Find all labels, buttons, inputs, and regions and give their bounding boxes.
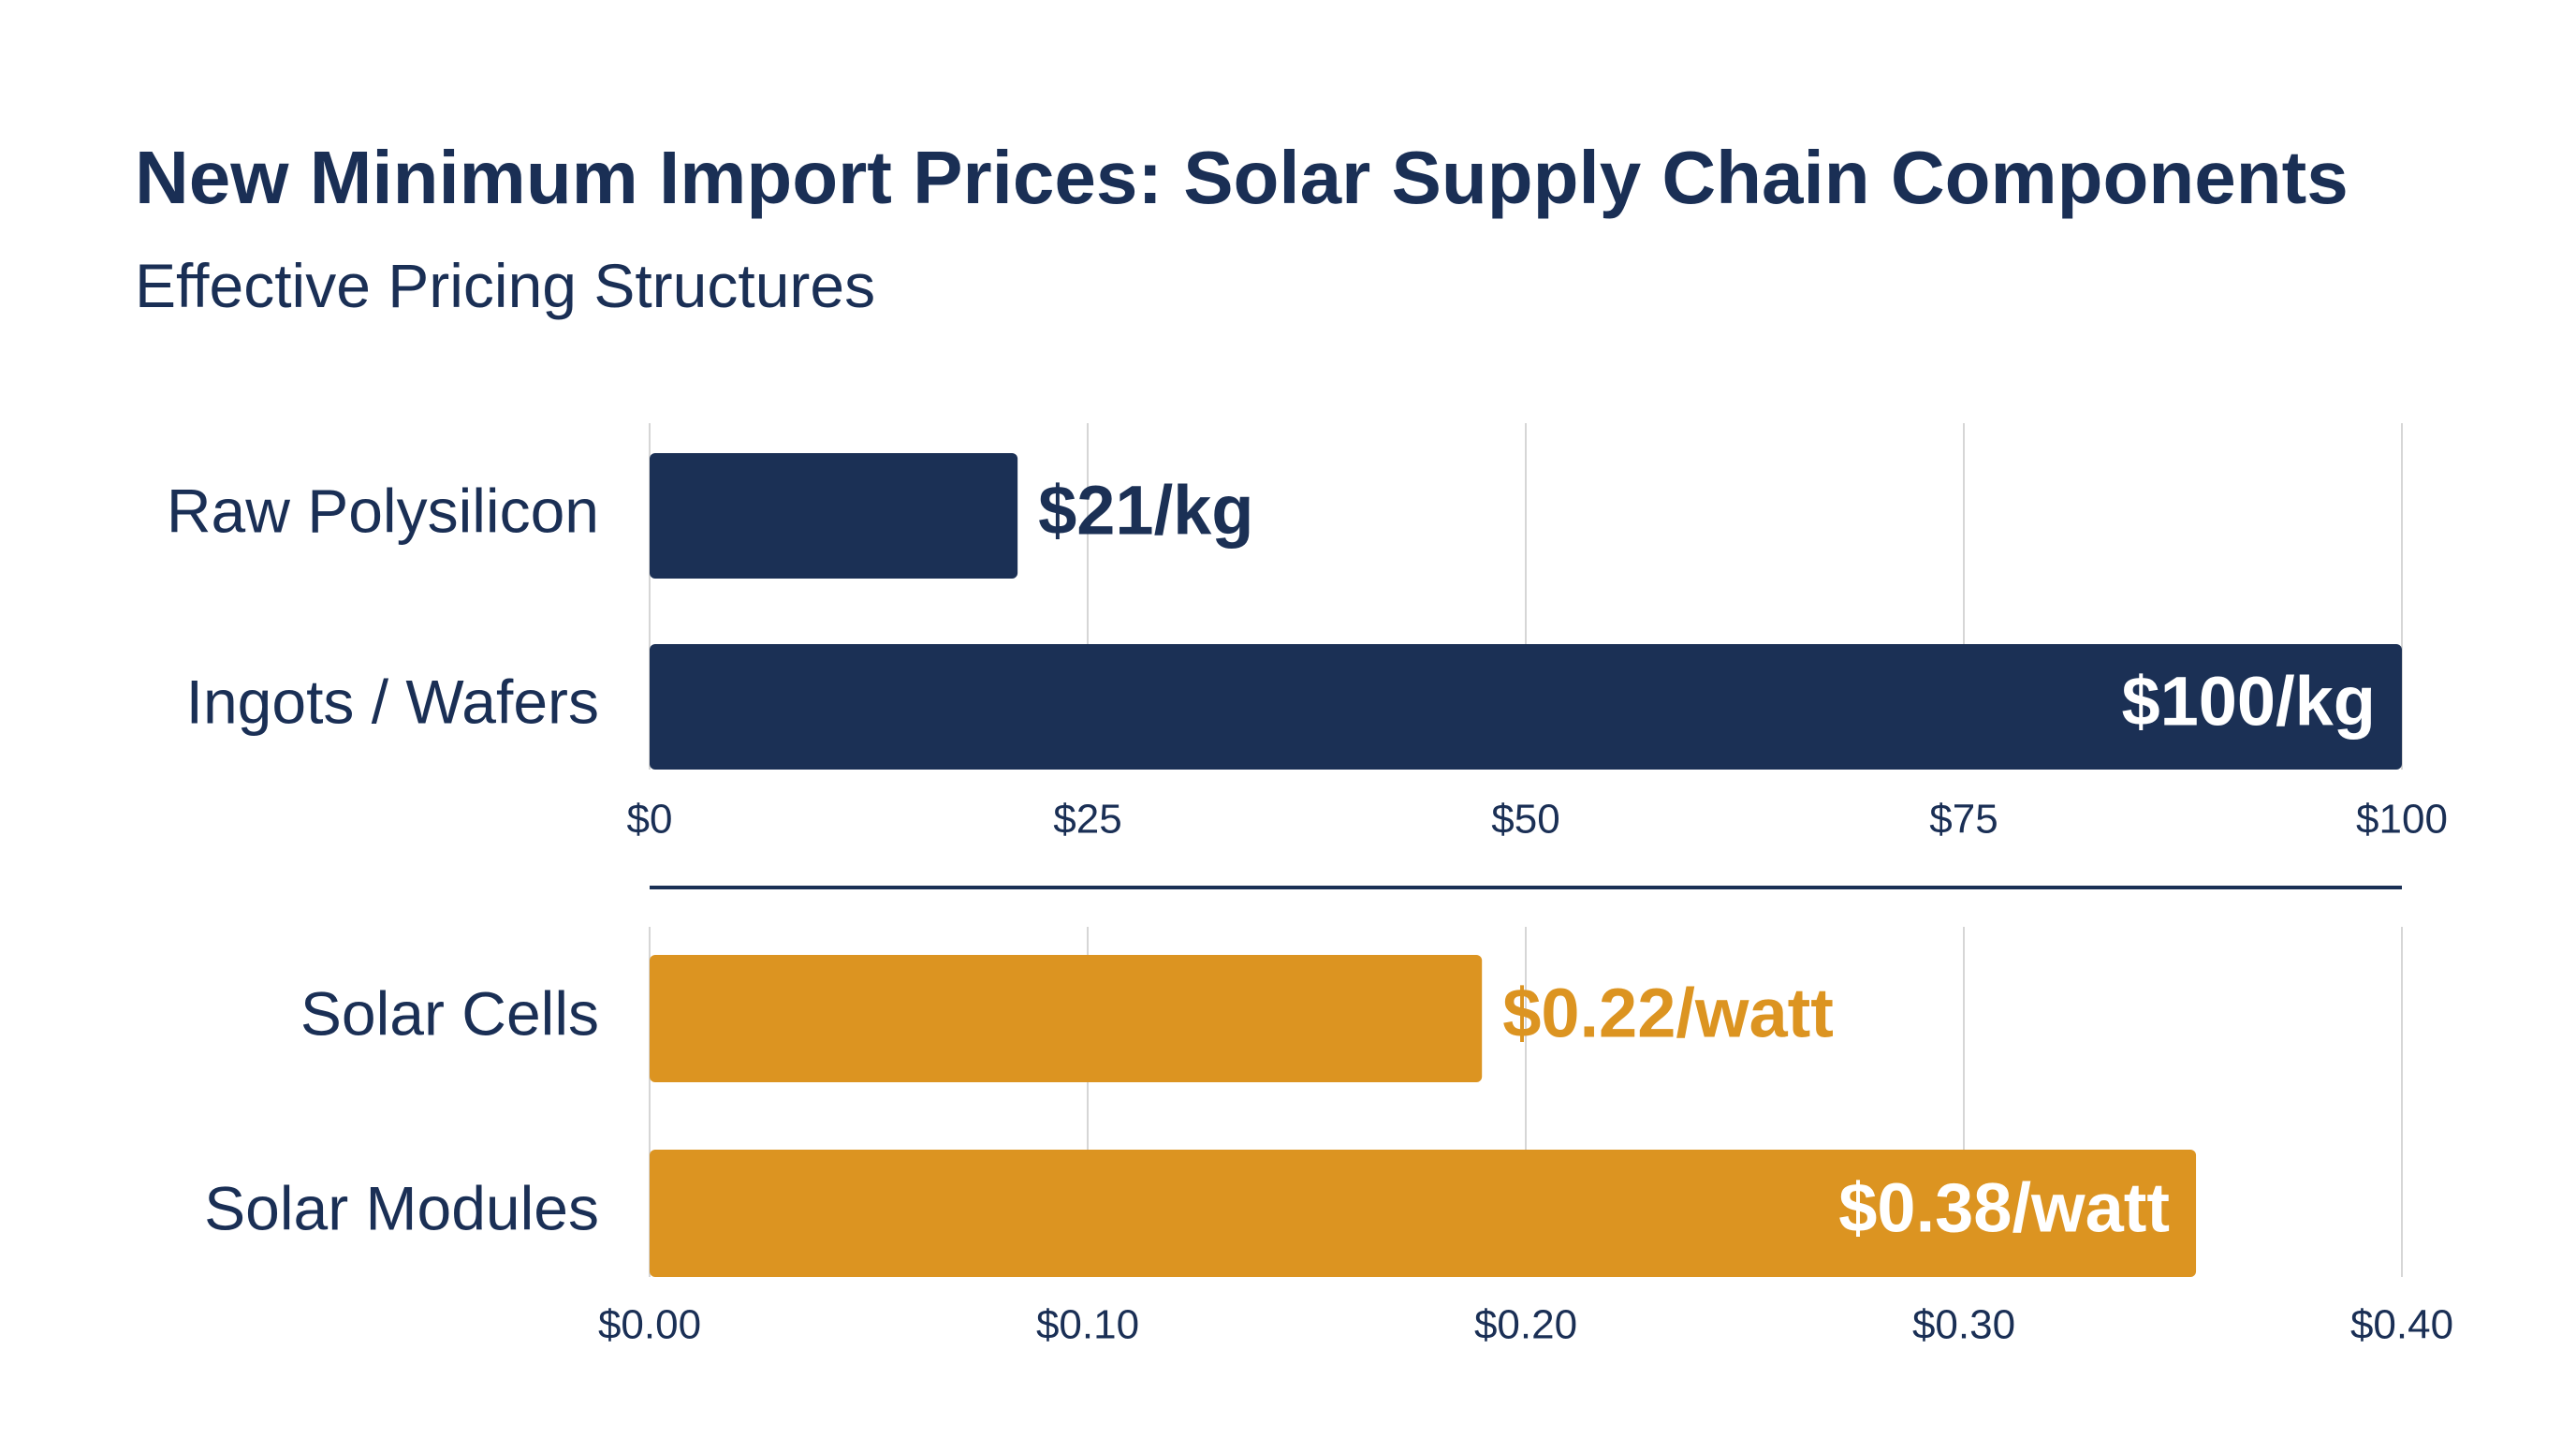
x-tick-label: $75 — [1929, 797, 1998, 843]
bar — [650, 1150, 2197, 1277]
data-label: $21/kg — [1038, 472, 1253, 550]
category-label: Solar Modules — [204, 1173, 599, 1242]
bar — [650, 453, 1018, 579]
data-label: $0.22/watt — [1502, 975, 1834, 1052]
x-tick-label: $0.40 — [2350, 1302, 2453, 1348]
bar — [650, 955, 1483, 1082]
data-label: $0.38/watt — [1838, 1169, 2170, 1247]
x-tick-label: $0.20 — [1474, 1302, 1577, 1348]
x-tick-label: $0 — [627, 797, 673, 843]
x-tick-label: $0.00 — [598, 1302, 701, 1348]
x-tick-label: $0.10 — [1036, 1302, 1139, 1348]
x-tick-label: $100 — [2356, 797, 2448, 843]
x-tick-label: $0.30 — [1912, 1302, 2015, 1348]
category-label: Raw Polysilicon — [167, 476, 599, 545]
chart-title: New Minimum Import Prices: Solar Supply … — [135, 136, 2349, 219]
bar — [650, 644, 2402, 770]
category-label: Ingots / Wafers — [186, 667, 599, 736]
x-tick-label: $50 — [1491, 797, 1559, 843]
category-label: Solar Cells — [300, 978, 599, 1048]
chart-subtitle: Effective Pricing Structures — [135, 251, 876, 320]
x-tick-label: $25 — [1053, 797, 1121, 843]
data-label: $100/kg — [2121, 663, 2376, 741]
